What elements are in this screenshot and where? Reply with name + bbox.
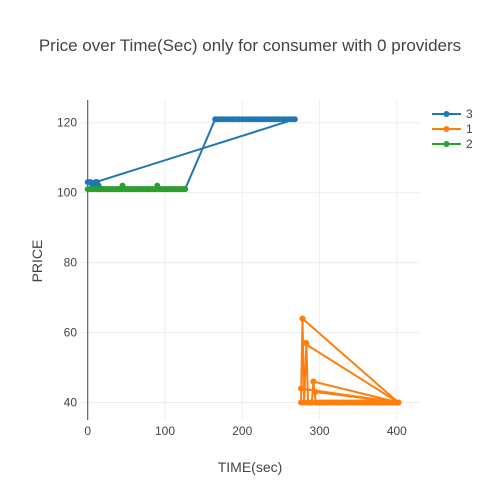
legend-swatch-marker (444, 111, 450, 117)
y-tick-label: 120 (57, 116, 77, 130)
data-point (313, 389, 319, 395)
data-point (292, 116, 298, 122)
legend-swatch-marker (444, 126, 450, 132)
legend[interactable]: 312 (432, 107, 473, 151)
legend-label: 2 (466, 137, 473, 151)
x-axis-title: TIME(sec) (218, 459, 283, 475)
y-tick-label: 60 (64, 326, 78, 340)
y-axis-title: PRICE (29, 240, 45, 283)
x-tick-label: 400 (387, 424, 407, 438)
legend-swatch-marker (444, 141, 450, 147)
legend-label: 3 (466, 107, 473, 121)
x-tick-label: 0 (84, 424, 91, 438)
x-tick-label: 200 (232, 424, 252, 438)
chart-title: Price over Time(Sec) only for consumer w… (39, 36, 461, 55)
legend-label: 1 (466, 122, 473, 136)
x-tick-label: 100 (155, 424, 175, 438)
x-tick-label: 300 (310, 424, 330, 438)
data-point (298, 386, 304, 392)
data-point (395, 400, 401, 406)
y-tick-label: 40 (64, 396, 78, 410)
data-point (92, 179, 98, 185)
data-point (182, 186, 188, 192)
data-point (300, 316, 306, 322)
y-tick-label: 100 (57, 186, 77, 200)
data-point (310, 379, 316, 385)
y-tick-label: 80 (64, 256, 78, 270)
data-point (301, 340, 307, 346)
